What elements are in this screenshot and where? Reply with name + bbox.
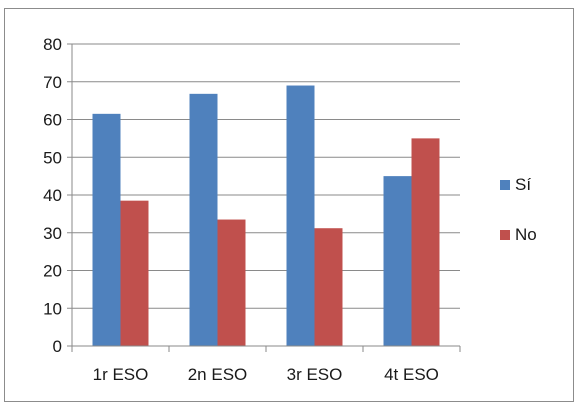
bar-si bbox=[286, 85, 315, 347]
bar-si bbox=[92, 113, 121, 347]
bar-no bbox=[120, 200, 149, 346]
bar-si bbox=[383, 176, 412, 346]
y-axis-ticks: 0 10 20 30 40 50 60 70 80 bbox=[43, 35, 62, 356]
x-tick-label: 1r ESO bbox=[93, 365, 149, 384]
legend: Sí No bbox=[500, 175, 537, 244]
legend-swatch bbox=[500, 230, 510, 240]
y-tick-label: 0 bbox=[53, 337, 62, 356]
bar-no bbox=[217, 219, 246, 346]
bar-si bbox=[189, 93, 218, 346]
axes bbox=[67, 43, 461, 352]
x-tick-label: 4t ESO bbox=[384, 365, 439, 384]
y-tick-label: 50 bbox=[43, 148, 62, 167]
y-tick-label: 20 bbox=[43, 262, 62, 281]
y-tick-label: 10 bbox=[43, 299, 62, 318]
bars bbox=[92, 85, 440, 347]
legend-label: Sí bbox=[515, 175, 531, 194]
x-axis-ticks: 1r ESO 2n ESO 3r ESO 4t ESO bbox=[93, 365, 439, 384]
y-tick-label: 30 bbox=[43, 224, 62, 243]
y-tick-label: 60 bbox=[43, 111, 62, 130]
bar-no bbox=[411, 138, 440, 346]
legend-label: No bbox=[515, 225, 537, 244]
y-tick-label: 40 bbox=[43, 186, 62, 205]
x-tick-label: 2n ESO bbox=[188, 365, 248, 384]
y-tick-label: 70 bbox=[43, 73, 62, 92]
legend-swatch bbox=[500, 180, 510, 190]
x-tick-label: 3r ESO bbox=[287, 365, 343, 384]
y-tick-label: 80 bbox=[43, 35, 62, 54]
bar-no bbox=[314, 228, 343, 346]
